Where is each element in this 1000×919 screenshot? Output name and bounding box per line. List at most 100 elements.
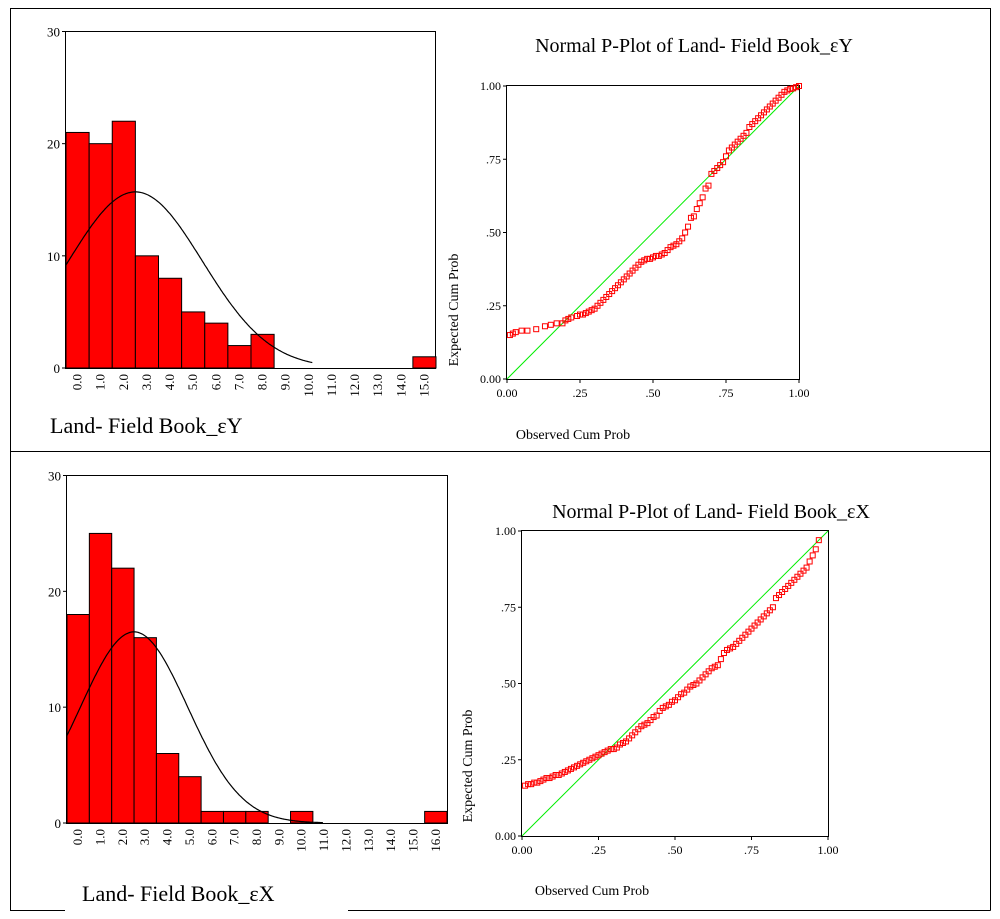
pplot-point [800,567,807,574]
pplot-point [751,622,758,629]
pplot-point [512,329,519,336]
pplot-point [629,732,636,739]
pplot-point [757,616,764,623]
x-tick-label: 9.0 [271,829,286,845]
pplot-point [684,686,691,693]
pplot-point [730,643,737,650]
histogram-bar [133,637,157,824]
pplot-point [653,712,660,719]
pplot-point [690,682,697,689]
pplot-point [720,159,727,166]
pplot-point [547,321,554,328]
pplot-point [644,720,651,727]
pplot-point [533,326,540,333]
pplot-point [574,762,581,769]
histogram-bar [424,810,448,824]
x-tick-label: 12.0 [347,374,362,397]
pplot-point [613,744,620,751]
x-tick-label: 8.0 [255,374,270,390]
pplot-point [705,668,712,675]
histogram-bar [181,311,206,369]
panel-frames [10,8,991,911]
y-tick-label: 10 [48,700,61,715]
x-tick-label: 13.0 [370,374,385,397]
y-tick-label: 20 [47,137,60,152]
pplot-ey-reference-line [506,85,800,380]
pplot-point [610,746,617,753]
x-tick-label: 2.0 [116,374,131,390]
pplot-point [788,579,795,586]
pplot-point [776,592,783,599]
pplot-point [711,663,718,670]
pplot-point [794,573,801,580]
pplot-point [699,674,706,681]
histogram-bar [88,143,113,369]
histogram-bar [245,810,269,824]
pplot-point [736,637,743,644]
pplot-point [724,646,731,653]
pplot-point [803,564,810,571]
x-tick-label: 9.0 [278,374,293,390]
x-tick-label: 1.00 [818,843,839,857]
pplot-point [595,752,602,759]
x-tick-label: 11.0 [324,374,339,396]
histogram-bar [134,255,159,369]
pplot-point [743,129,750,136]
pplot-point [537,778,544,785]
pplot-ex-reference-line [521,530,829,837]
histogram-ey-y-ticks: 0 10 20 30 [47,25,66,376]
pplot-point [568,314,575,321]
histogram-bar [111,567,135,824]
pplot-ey-title: Normal P-Plot of Land- Field Book_εY [535,35,853,57]
x-tick-label: 12.0 [338,829,353,852]
pplot-point [577,761,584,768]
pplot-point [518,327,525,334]
pplot-point [796,83,802,89]
pplot-point [797,570,804,577]
pplot-ex-x-ticks: 0.00 .25 .50 .75 1.00 [512,836,839,857]
pplot-ex-points [522,537,822,789]
histogram-bar [200,810,224,824]
pplot-point [528,781,535,788]
pplot-point [714,662,721,669]
pplot-point [693,680,700,687]
y-tick-label: .25 [486,299,501,313]
pplot-point [650,714,657,721]
histogram-ex-y-ticks: 0 10 20 30 [48,469,67,831]
histogram-bar [204,322,229,369]
histogram-bar [222,810,247,824]
pplot-point [592,753,599,760]
x-tick-label: 8.0 [249,829,264,845]
pplot-point [742,631,749,638]
pplot-point [641,721,648,728]
pplot-point [561,768,568,775]
x-tick-label: .50 [668,843,683,857]
pplot-point [772,595,779,602]
pplot-ey-x-ticks: 0.00 .25 .50 .75 1.00 [497,379,810,400]
pplot-point [531,779,538,786]
pplot-point [696,200,703,207]
pplot-point [754,619,761,626]
pplot-point [534,779,541,786]
x-tick-label: .50 [646,386,661,400]
pplot-ex-y-ticks: 0.00 .25 .50 .75 1.00 [495,524,522,843]
pplot-point [524,327,531,334]
x-tick-label: 0.0 [70,829,85,845]
pplot-point [616,741,623,748]
pplot-point [696,677,703,684]
pplot-point [682,229,689,236]
y-tick-label: 0 [54,361,61,376]
x-tick-label: 6.0 [208,374,223,390]
x-tick-label: 0.00 [512,843,533,857]
y-tick-label: 20 [48,584,61,599]
y-tick-label: .25 [501,753,516,767]
pplot-ey-x-label: Observed Cum Prob [516,428,630,443]
pplot-ex: Normal P-Plot of Land- Field Book_εX 0.0… [461,501,870,899]
y-tick-label: 10 [47,249,60,264]
x-tick-label: 11.0 [316,829,331,851]
pplot-point [678,691,685,698]
pplot-point [623,738,630,745]
pplot-point [564,767,571,774]
histogram-ex: 0 10 20 30 0.0 1.0 2.0 3.0 4.0 5.0 6.0 7.0 8.0 9.0 10… [48,469,448,906]
